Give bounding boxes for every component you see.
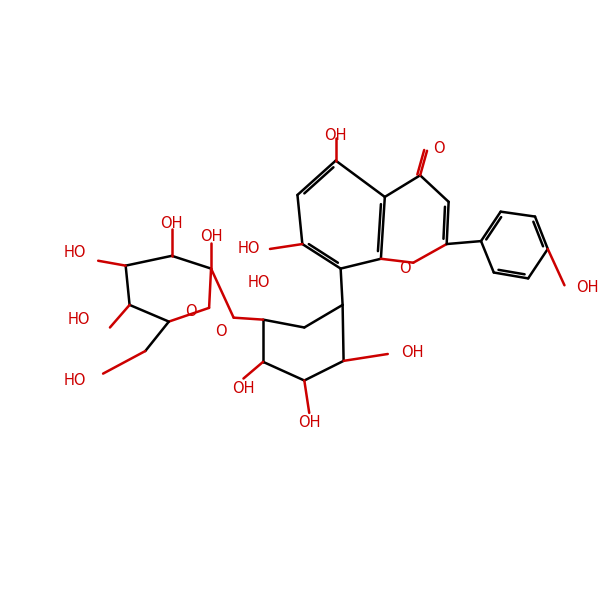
Text: O: O bbox=[185, 304, 197, 319]
Text: OH: OH bbox=[576, 280, 599, 295]
Text: HO: HO bbox=[64, 245, 86, 260]
Text: OH: OH bbox=[298, 415, 320, 430]
Text: OH: OH bbox=[325, 128, 347, 143]
Text: HO: HO bbox=[238, 241, 260, 256]
Text: O: O bbox=[215, 324, 227, 339]
Text: OH: OH bbox=[401, 344, 424, 359]
Text: OH: OH bbox=[200, 229, 223, 244]
Text: HO: HO bbox=[64, 373, 86, 388]
Text: HO: HO bbox=[68, 312, 91, 327]
Text: O: O bbox=[400, 261, 411, 276]
Text: OH: OH bbox=[161, 216, 183, 231]
Text: HO: HO bbox=[247, 275, 270, 290]
Text: O: O bbox=[433, 142, 445, 157]
Text: OH: OH bbox=[232, 381, 255, 396]
